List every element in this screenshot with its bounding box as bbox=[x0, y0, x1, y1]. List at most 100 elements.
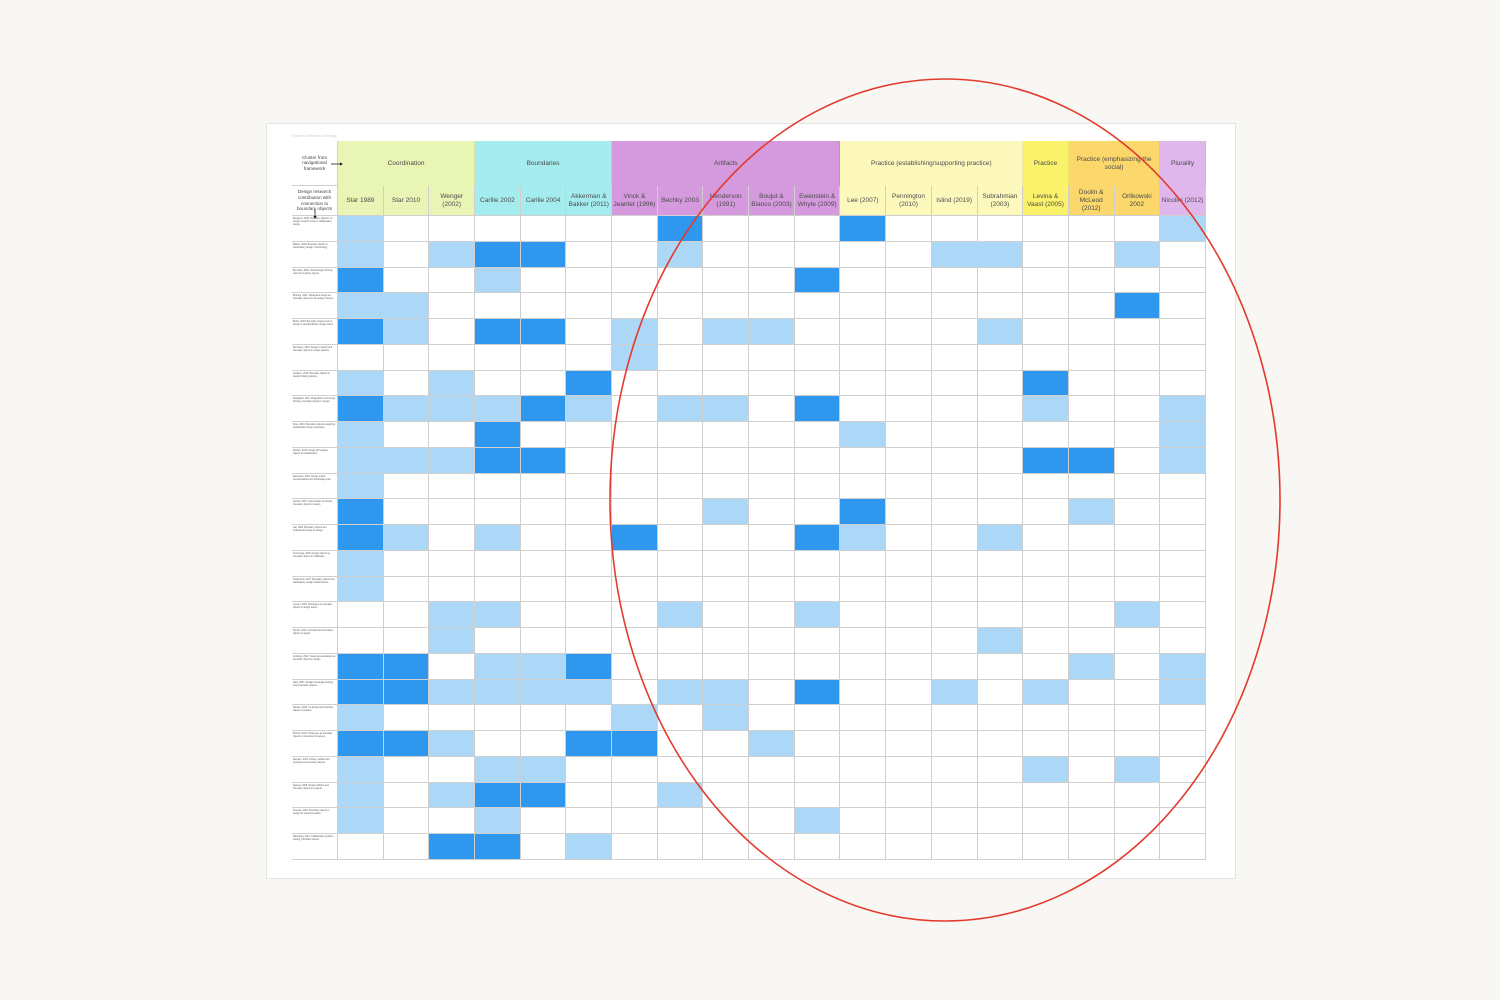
matrix-cell bbox=[794, 808, 841, 835]
row-label: Bergqvist, 2020. Boundary objects in a d… bbox=[292, 216, 338, 242]
row-label: Broberg, 2011. Workspace design as bound… bbox=[292, 293, 338, 320]
matrix-cell bbox=[1023, 834, 1069, 860]
matrix-cell bbox=[840, 216, 887, 242]
matrix-cell bbox=[429, 473, 476, 500]
matrix-cell bbox=[794, 653, 841, 680]
matrix-cell bbox=[1114, 267, 1161, 294]
matrix-cell bbox=[429, 396, 476, 423]
matrix-cell bbox=[338, 756, 384, 783]
matrix-cell bbox=[612, 319, 658, 345]
matrix-cell bbox=[703, 525, 750, 551]
matrix-cell bbox=[566, 602, 613, 629]
matrix-cell bbox=[931, 344, 978, 371]
matrix-cell bbox=[886, 216, 932, 242]
matrix-cell bbox=[1114, 422, 1161, 448]
matrix-cell bbox=[520, 447, 567, 474]
matrix-cell bbox=[1114, 756, 1161, 783]
matrix-cell bbox=[338, 705, 384, 732]
matrix-cell bbox=[520, 422, 567, 448]
matrix-cell bbox=[1023, 576, 1069, 603]
matrix-cell bbox=[612, 550, 658, 577]
reference-header: Subrahmian (2003) bbox=[977, 186, 1024, 216]
matrix-cell bbox=[1160, 782, 1206, 809]
cluster-header: Coordination bbox=[338, 141, 476, 186]
matrix-cell bbox=[840, 499, 887, 526]
matrix-cell bbox=[612, 576, 658, 603]
matrix-cell bbox=[383, 628, 430, 654]
matrix-cell bbox=[1068, 705, 1115, 732]
matrix-cell bbox=[338, 628, 384, 654]
matrix-cell bbox=[703, 731, 750, 757]
matrix-cell bbox=[931, 653, 978, 680]
matrix-cell bbox=[338, 422, 384, 448]
matrix-cell bbox=[1023, 731, 1069, 757]
matrix-cell bbox=[1068, 782, 1115, 809]
row-label: Bruhn, 2018. Boundary objects and co-des… bbox=[292, 319, 338, 345]
matrix-cell bbox=[338, 344, 384, 371]
matrix-cell bbox=[520, 216, 567, 242]
matrix-cell bbox=[794, 319, 841, 345]
matrix-cell bbox=[977, 602, 1024, 629]
matrix-cell bbox=[383, 834, 430, 860]
matrix-cell bbox=[1114, 679, 1161, 706]
matrix-cell bbox=[840, 550, 887, 577]
matrix-cell bbox=[931, 499, 978, 526]
matrix-cell bbox=[475, 576, 521, 603]
matrix-cell bbox=[1068, 396, 1115, 423]
matrix-cell bbox=[566, 653, 613, 680]
matrix-cell bbox=[840, 396, 887, 423]
matrix-cell bbox=[886, 705, 932, 732]
matrix-cell bbox=[475, 808, 521, 835]
matrix-cell bbox=[1068, 834, 1115, 860]
reference-axis-label-text: Design research contribution with connec… bbox=[297, 189, 332, 212]
matrix-cell bbox=[520, 628, 567, 654]
row-label: Carlgren, 2016. Boundary objects in desi… bbox=[292, 370, 338, 397]
matrix-cell bbox=[977, 756, 1024, 783]
matrix-cell bbox=[886, 396, 932, 423]
matrix-cell bbox=[429, 216, 476, 242]
matrix-cell bbox=[977, 216, 1024, 242]
matrix-cell bbox=[1068, 808, 1115, 835]
matrix-cell bbox=[931, 293, 978, 320]
matrix-cell bbox=[383, 319, 430, 345]
matrix-cell bbox=[338, 447, 384, 474]
row-label: Dalsgaard, 2014. Pragmatism and design t… bbox=[292, 396, 338, 423]
matrix-cell bbox=[749, 422, 795, 448]
matrix-cell bbox=[703, 628, 750, 654]
matrix-cell bbox=[429, 447, 476, 474]
matrix-cell bbox=[383, 756, 430, 783]
matrix-cell bbox=[1068, 525, 1115, 551]
matrix-cell bbox=[931, 216, 978, 242]
matrix-cell bbox=[1160, 550, 1206, 577]
matrix-cell bbox=[977, 293, 1024, 320]
matrix-cell bbox=[1068, 576, 1115, 603]
matrix-cell bbox=[520, 808, 567, 835]
matrix-cell bbox=[1114, 550, 1161, 577]
matrix-cell bbox=[612, 782, 658, 809]
matrix-cell bbox=[931, 550, 978, 577]
matrix-cell bbox=[1068, 731, 1115, 757]
matrix-cell bbox=[1114, 216, 1161, 242]
row-label: Nilsson, 2018. Co-design and boundary ob… bbox=[292, 705, 338, 732]
matrix-cell bbox=[657, 447, 704, 474]
matrix-cell bbox=[566, 834, 613, 860]
matrix-cell bbox=[1160, 731, 1206, 757]
matrix-cell bbox=[977, 344, 1024, 371]
matrix-cell bbox=[1023, 653, 1069, 680]
matrix-cell bbox=[566, 499, 613, 526]
matrix-cell bbox=[338, 473, 384, 500]
matrix-cell bbox=[1068, 447, 1115, 474]
matrix-cell bbox=[977, 319, 1024, 345]
matrix-cell bbox=[840, 731, 887, 757]
matrix-cell bbox=[794, 550, 841, 577]
matrix-cell bbox=[1160, 422, 1206, 448]
matrix-cell bbox=[886, 447, 932, 474]
matrix-cell bbox=[1160, 653, 1206, 680]
cluster-axis-label-text: Cluster from navigational framework bbox=[301, 154, 327, 171]
matrix-cell bbox=[977, 808, 1024, 835]
matrix-cell bbox=[612, 267, 658, 294]
matrix-cell bbox=[383, 447, 430, 474]
matrix-cell bbox=[931, 834, 978, 860]
matrix-cell bbox=[566, 422, 613, 448]
matrix-cell bbox=[749, 679, 795, 706]
